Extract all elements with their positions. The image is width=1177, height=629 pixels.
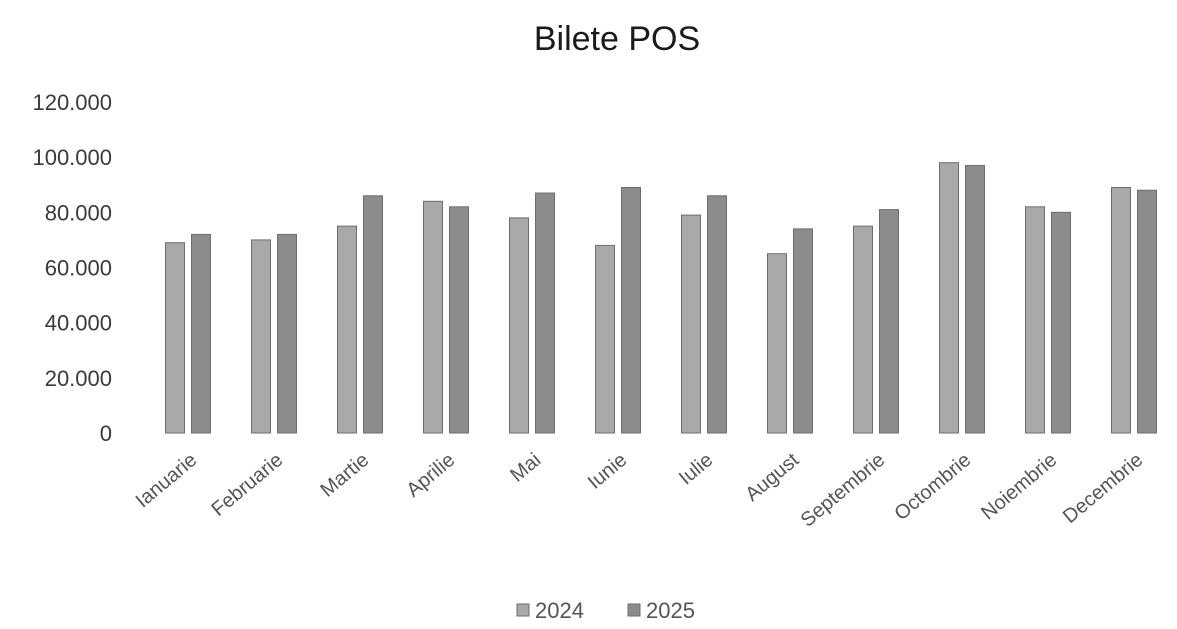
bar-2025-mai [535, 192, 555, 434]
y-tick-label: 60.000 [45, 256, 112, 281]
bar-2024-mai [509, 217, 529, 434]
x-tick-label: Octombrie [890, 449, 975, 525]
bar-2025-martie [363, 195, 383, 434]
bar-2024-decembrie [1111, 187, 1131, 434]
x-tick-label: Ianuarie [132, 449, 202, 512]
bar-2025-iulie [707, 195, 727, 434]
legend-label-2024: 2024 [535, 598, 584, 623]
bar-2025-decembrie [1137, 189, 1157, 434]
bar-2025-octombrie [965, 164, 985, 434]
x-tick-label: Mai [506, 449, 545, 487]
bar-2025-iunie [621, 187, 641, 434]
bar-2024-noiembrie [1025, 206, 1045, 434]
bar-2024-martie [337, 225, 357, 434]
x-axis: Ianuarie Februarie Martie Aprilie Mai Iunie Iu… [132, 449, 1148, 532]
bar-2024-septembrie [853, 225, 873, 434]
x-tick-label: Noiembrie [977, 449, 1061, 524]
legend-swatch-2024 [516, 603, 530, 617]
y-tick-label: 0 [100, 421, 112, 446]
y-tick-label: 120.000 [32, 90, 112, 115]
x-tick-label: Iulie [675, 449, 717, 489]
bar-2025-august [793, 228, 813, 434]
bar-2024-februarie [251, 239, 271, 434]
bar-2025-noiembrie [1051, 211, 1071, 434]
bar-2025-septembrie [879, 209, 899, 434]
legend-swatch-2025 [627, 603, 641, 617]
legend-label-2025: 2025 [646, 598, 695, 623]
bars [165, 162, 1157, 434]
x-tick-label: Septembrie [797, 449, 889, 532]
bar-2024-ianuarie [165, 242, 185, 434]
chart-title: Bilete POS [534, 20, 700, 58]
bar-2025-februarie [277, 233, 297, 434]
x-tick-label: Februarie [207, 449, 287, 521]
legend: 2024 2025 [516, 598, 695, 623]
x-tick-label: August [741, 449, 803, 506]
y-tick-label: 20.000 [45, 366, 112, 391]
x-tick-label: Decembrie [1059, 449, 1147, 528]
bar-2024-iulie [681, 214, 701, 434]
bar-2024-aprilie [423, 200, 443, 434]
y-tick-label: 100.000 [32, 145, 112, 170]
bar-2024-octombrie [939, 162, 959, 434]
bar-2025-ianuarie [191, 233, 211, 434]
bar-2024-august [767, 253, 787, 434]
x-tick-label: Martie [316, 449, 373, 502]
x-tick-label: Iunie [584, 449, 631, 494]
y-tick-label: 40.000 [45, 311, 112, 336]
x-tick-label: Aprilie [402, 449, 459, 502]
bar-2025-aprilie [449, 206, 469, 434]
y-axis: 0 20.000 40.000 60.000 80.000 100.000 120.000 [32, 90, 112, 446]
bar-2024-iunie [595, 244, 615, 434]
y-tick-label: 80.000 [45, 200, 112, 225]
